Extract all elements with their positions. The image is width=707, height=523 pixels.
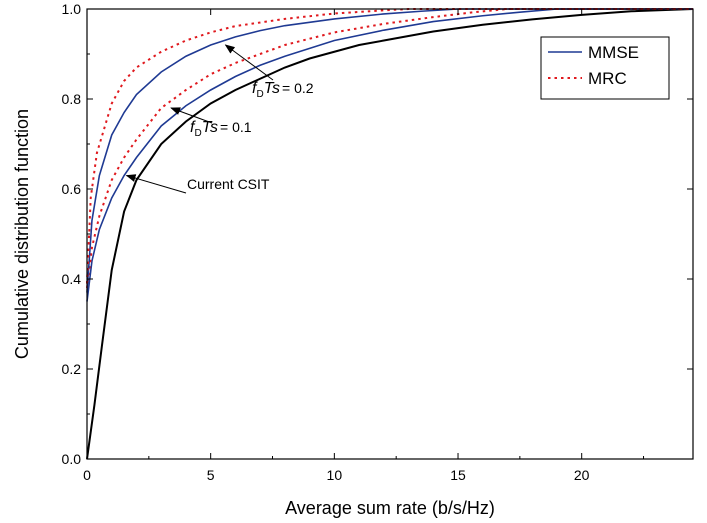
y-axis-title: Cumulative distribution function bbox=[12, 109, 32, 359]
legend-label-mmse: MMSE bbox=[588, 43, 639, 62]
annotation-arrow-current-csit bbox=[125, 174, 187, 194]
ticks-layer: 0 5 10 15 20 0.0 0.2 0.4 0.6 0.8 1.0 bbox=[62, 1, 693, 483]
annotation-fdts-0-2-eq: = 0.2 bbox=[282, 80, 314, 96]
annotation-fdts-0-2: fDTs = 0.2 bbox=[252, 80, 314, 100]
annotation-fdts-0-1: fDTs = 0.1 bbox=[190, 119, 252, 139]
x-tick-label: 10 bbox=[327, 467, 343, 483]
series-line-0 bbox=[86, 8, 694, 460]
annotation-arrow-fdts-0-2 bbox=[224, 44, 274, 81]
series-line-3 bbox=[86, 8, 693, 293]
annotation-fdts-0-2-var: f bbox=[252, 80, 258, 97]
annotation-fdts-0-1-sub: D bbox=[194, 128, 201, 139]
x-tick-label: 0 bbox=[83, 467, 91, 483]
annotation-arrow-fdts-0-1 bbox=[170, 107, 213, 124]
series-layer bbox=[86, 8, 694, 460]
x-tick-label: 20 bbox=[574, 467, 590, 483]
y-tick-label: 1.0 bbox=[62, 1, 82, 17]
series-line-1 bbox=[86, 8, 693, 302]
annotation-fdts-0-1-var2: Ts bbox=[202, 119, 218, 136]
x-tick-label: 5 bbox=[207, 467, 215, 483]
legend-label-mrc: MRC bbox=[588, 69, 627, 88]
legend: MMSE MRC bbox=[540, 36, 670, 100]
annotation-fdts-0-1-eq: = 0.1 bbox=[220, 119, 252, 135]
y-tick-label: 0.2 bbox=[62, 361, 82, 377]
y-tick-label: 0.8 bbox=[62, 91, 82, 107]
annotation-fdts-0-2-var2: Ts bbox=[264, 80, 280, 97]
x-tick-label: 15 bbox=[450, 467, 466, 483]
annotation-fdts-0-1-var: f bbox=[190, 119, 196, 136]
y-tick-label: 0.4 bbox=[62, 271, 82, 287]
y-tick-label: 0.0 bbox=[62, 451, 82, 467]
series-line-2 bbox=[86, 8, 693, 289]
annotation-current-csit: Current CSIT bbox=[187, 176, 270, 192]
annotations: Current CSIT fDTs = 0.1 fDTs = 0.2 bbox=[125, 44, 314, 194]
x-axis-title: Average sum rate (b/s/Hz) bbox=[285, 498, 495, 518]
y-tick-label: 0.6 bbox=[62, 181, 82, 197]
annotation-fdts-0-2-sub: D bbox=[256, 89, 263, 100]
legend-box bbox=[540, 36, 670, 100]
